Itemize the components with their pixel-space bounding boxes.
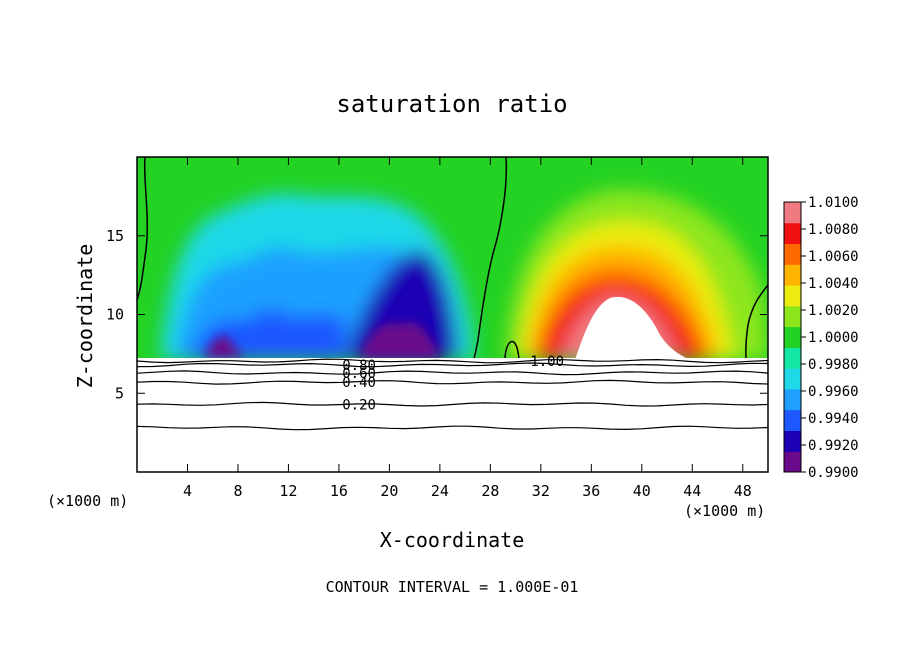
colorbar-swatch [784,347,801,369]
contour-line [137,370,768,376]
x-tick-label: 40 [633,482,651,500]
contour-line-boundary-left [137,157,148,301]
y-tick-label: 15 [106,227,124,245]
dry-core [205,321,440,358]
colorbar-swatch [784,451,801,473]
contour-label-0-40: 0.40 [342,375,376,391]
lower-region [137,358,768,472]
colorbar-label: 1.0020 [808,303,859,319]
saturated-core [575,296,690,360]
x-tick-label: 28 [481,482,499,500]
y-axis-ticks: 5 10 15 [106,227,768,402]
contour-line [137,379,768,385]
x-tick-label: 12 [279,482,297,500]
contour-line-boundary-right [745,284,768,359]
colorbar-swatch [784,264,801,286]
contour-line-bump [504,340,520,359]
colorbar-label: 0.9940 [808,411,859,427]
contour-label-0-20: 0.20 [342,397,376,413]
colorbar-label: 1.0000 [808,330,859,346]
x-tick-label: 32 [532,482,550,500]
contour-line [137,425,768,431]
contour-label-1-00: 1.00 [530,354,564,370]
contour-lines [137,358,768,431]
contour-line [137,358,768,364]
colorbar-swatch [784,222,801,245]
x-tick-label: 8 [233,482,242,500]
x-axis-title: X-coordinate [380,528,525,552]
contour-line [137,362,768,368]
colorbar-swatch [784,388,801,411]
contour-interval-text: CONTOUR INTERVAL = 1.000E-01 [326,578,579,596]
y-axis-title: Z-coordinate [73,244,97,389]
colorbar-label: 1.0100 [808,195,859,211]
colorbar-swatch [784,409,801,431]
contour-label-0-60: 0.60 [342,366,376,382]
colorbar-label: 0.9920 [808,438,859,454]
y-tick-label: 5 [115,384,124,402]
x-unit-left: (×1000 m) [47,492,128,510]
contour-labels: 1.00 0.80 0.60 0.40 0.20 [342,354,564,413]
colorbar-label: 1.0040 [808,276,859,292]
colorbar-swatch [784,202,801,224]
colorbar-swatch [784,368,801,390]
y-tick-label: 10 [106,306,124,324]
contour-line-boundary-mid [473,157,508,359]
colorbar-label: 0.9960 [808,384,859,400]
x-tick-label: 20 [380,482,398,500]
colorbar-label: 0.9980 [808,357,859,373]
x-tick-label: 24 [431,482,449,500]
x-tick-label: 16 [330,482,348,500]
colorbar-swatch [784,243,801,265]
colorbar-swatch [784,285,801,307]
colorbar-label: 0.9900 [808,465,859,481]
x-axis-ticks: 4 8 12 16 20 24 28 32 36 40 44 48 [183,157,752,500]
contour-line [137,401,768,407]
x-tick-label: 36 [582,482,600,500]
colorbar-label: 1.0080 [808,222,859,238]
heatmap-field [137,157,768,472]
colorbar-swatch [784,430,801,452]
chart-title: saturation ratio [336,90,567,118]
x-tick-label: 48 [734,482,752,500]
colorbar-swatch [784,326,801,348]
colorbar: 1.0100 1.0080 1.0060 1.0040 1.0020 1.0000 0.99… [783,195,859,481]
colorbar-label: 1.0060 [808,249,859,265]
x-tick-label: 44 [683,482,701,500]
contour-label-0-80: 0.80 [342,358,376,374]
x-unit-right: (×1000 m) [684,502,765,520]
x-tick-label: 4 [183,482,192,500]
colorbar-swatch [784,305,801,328]
